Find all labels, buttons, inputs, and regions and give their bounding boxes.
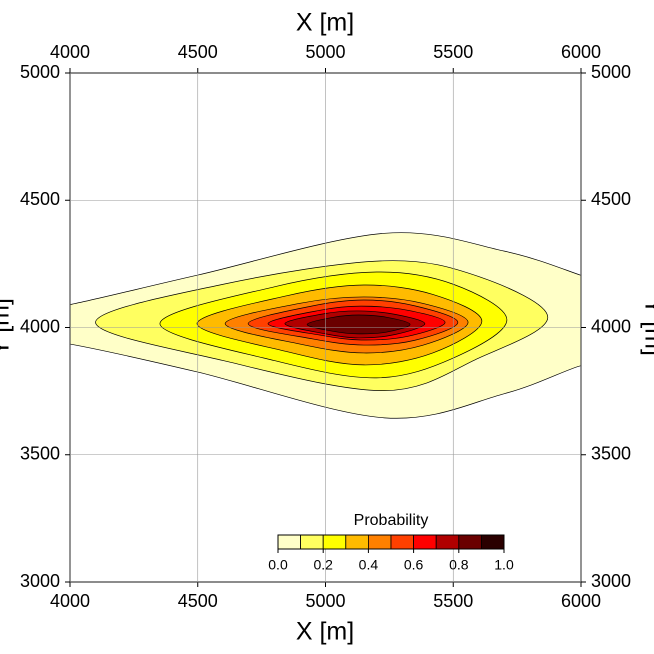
colorbar-tick-label: 1.0: [494, 557, 514, 573]
x-tick-label: 6000: [561, 42, 601, 62]
x-axis-label: X [m]: [296, 618, 354, 646]
y-axis-label-right: Y [m]: [639, 298, 654, 356]
x-tick-label: 4500: [178, 42, 218, 62]
x-tick-label: 6000: [561, 591, 601, 611]
y-tick-label: 3000: [20, 571, 60, 591]
colorbar-frame: [277, 534, 505, 550]
y-tick-label: 4500: [20, 189, 60, 209]
colorbar-swatch: [367, 534, 392, 550]
colorbar-tick-label: 0.2: [313, 557, 333, 573]
y-tick-label: 5000: [20, 62, 60, 82]
colorbar-tick-label: 0.6: [404, 557, 424, 573]
y-tick-label: 3500: [591, 444, 631, 464]
colorbar-title: Probability: [354, 512, 429, 529]
x-tick-label: 5000: [305, 591, 345, 611]
x-tick-label: 5000: [305, 42, 345, 62]
y-tick-label: 5000: [591, 62, 631, 82]
colorbar-swatch: [413, 534, 437, 550]
x-axis-label-top: X [m]: [296, 9, 354, 37]
colorbar-tick-label: 0.0: [268, 557, 288, 573]
x-tick-label: 4500: [178, 591, 218, 611]
y-tick-label: 4500: [591, 189, 631, 209]
x-tick-label: 5500: [433, 42, 473, 62]
colorbar-swatch: [390, 534, 415, 550]
y-tick-label: 3500: [20, 444, 60, 464]
grid: [65, 68, 586, 587]
y-axis-label: Y [m]: [0, 298, 15, 356]
y-tick-label: 4000: [591, 316, 631, 336]
colorbar-swatch: [458, 534, 482, 550]
colorbar-swatch: [480, 534, 505, 550]
colorbar-swatch: [345, 534, 369, 550]
contour: [306, 314, 411, 335]
y-tick-label: 3000: [591, 571, 631, 591]
colorbar-swatch: [435, 534, 460, 550]
colorbar-swatch: [322, 534, 347, 550]
x-tick-label: 4000: [50, 42, 90, 62]
x-tick-label: 4000: [50, 591, 90, 611]
x-tick-label: 5500: [433, 591, 473, 611]
colorbar-tick-label: 0.4: [359, 557, 379, 573]
colorbar-swatch: [300, 534, 324, 550]
colorbar-tick-label: 0.8: [449, 557, 469, 573]
colorbar-swatch: [277, 534, 302, 550]
y-tick-label: 4000: [20, 316, 60, 336]
